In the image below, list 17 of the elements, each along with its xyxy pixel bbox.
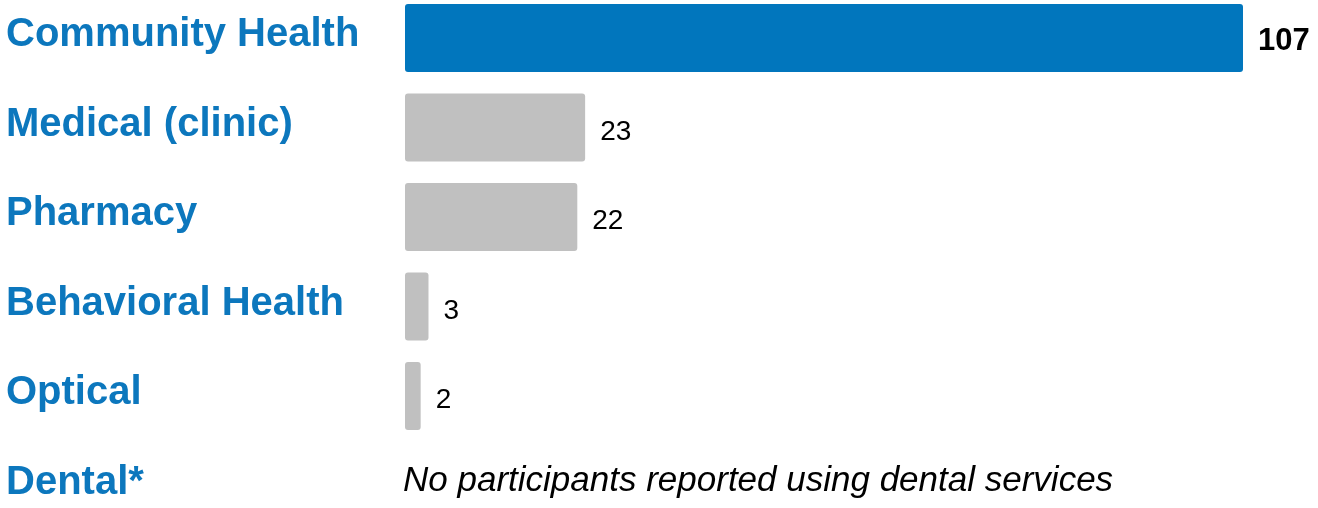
annotation: No participants reported using dental services — [403, 458, 1114, 498]
data-label: 23 — [600, 114, 632, 146]
bar — [405, 272, 429, 341]
data-label: 3 — [443, 293, 460, 325]
bar — [405, 362, 421, 430]
bar — [405, 4, 1243, 72]
y-tick-label: Community Health — [6, 10, 360, 54]
bar — [405, 93, 586, 162]
y-tick-label: Pharmacy — [6, 189, 198, 233]
y-tick-label: Dental* — [6, 457, 145, 502]
y-tick-label: Behavioral Health — [6, 278, 344, 323]
y-tick-label: Medical (clinic) — [6, 99, 293, 144]
data-label: 2 — [435, 383, 452, 414]
data-label: 107 — [1258, 22, 1310, 57]
data-label: 22 — [592, 204, 624, 235]
bar — [405, 183, 578, 251]
y-tick-label: Optical — [6, 368, 142, 412]
